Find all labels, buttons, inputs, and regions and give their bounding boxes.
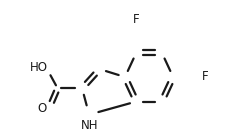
Text: F: F [202, 71, 209, 83]
Text: HO: HO [30, 61, 48, 74]
Text: F: F [133, 13, 140, 26]
Text: NH: NH [80, 119, 98, 132]
Text: O: O [37, 102, 46, 115]
